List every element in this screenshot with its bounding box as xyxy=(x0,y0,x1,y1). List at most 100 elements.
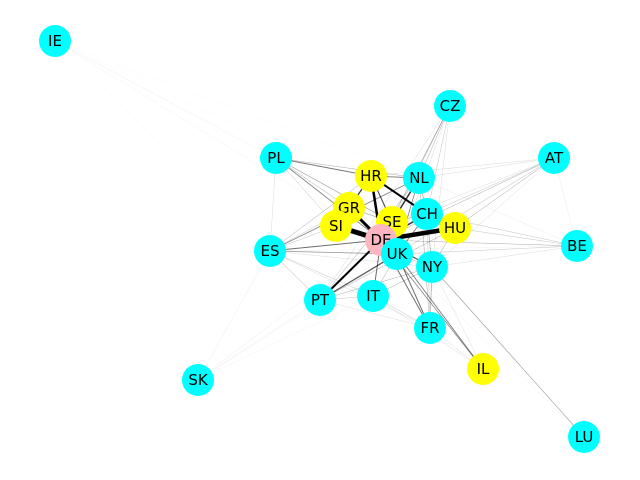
edge-at-ny xyxy=(431,157,555,268)
node-pl: PL xyxy=(260,142,292,174)
node-circle-ie xyxy=(39,25,71,57)
edge-pl-se xyxy=(275,157,393,223)
node-label-cz: CZ xyxy=(440,97,461,115)
node-circle-cz xyxy=(434,90,466,122)
node-sk: SK xyxy=(182,364,214,396)
edge-lu-uk xyxy=(396,253,585,438)
node-cz: CZ xyxy=(434,90,466,122)
node-circle-fr xyxy=(414,312,446,344)
node-ie: IE xyxy=(39,25,71,57)
node-label-sk: SK xyxy=(188,371,209,389)
node-circle-ch xyxy=(411,198,443,230)
edge-sk-it xyxy=(197,295,374,381)
node-be: BE xyxy=(561,230,593,262)
node-label-lu: LU xyxy=(575,428,594,446)
edge-nl-pl xyxy=(275,157,420,179)
edge-ie-nl xyxy=(54,40,420,179)
node-circle-nl xyxy=(403,162,435,194)
node-circle-hr xyxy=(355,160,387,192)
edge-be-nl xyxy=(418,177,578,247)
node-label-it: IT xyxy=(366,287,380,305)
node-label-pt: PT xyxy=(311,291,330,309)
node-label-ie: IE xyxy=(48,32,62,50)
edge-es-ie xyxy=(54,40,271,252)
node-pt: PT xyxy=(304,284,336,316)
edge-pl-ie xyxy=(54,40,277,159)
edge-nl-at xyxy=(418,157,555,179)
edge-de-be xyxy=(380,239,578,247)
edge-hu-at xyxy=(454,157,555,229)
node-es: ES xyxy=(254,235,286,267)
node-at: AT xyxy=(538,142,570,174)
node-fr: FR xyxy=(414,312,446,344)
node-label-pl: PL xyxy=(267,149,285,167)
node-label-be: BE xyxy=(567,237,587,255)
edge-il-ny xyxy=(431,266,484,370)
edge-at-pt xyxy=(319,157,555,301)
node-circle-si xyxy=(320,210,352,242)
edge-ch-at xyxy=(426,157,555,215)
edge-ie-se xyxy=(54,40,393,223)
edge-cz-ch xyxy=(426,105,451,215)
edge-es-sk xyxy=(197,250,271,381)
node-circle-hu xyxy=(439,212,471,244)
graph-edges xyxy=(54,40,585,438)
node-label-uk: UK xyxy=(387,245,409,263)
edge-cz-pt xyxy=(319,105,451,301)
node-circle-ny xyxy=(416,251,448,283)
edge-cz-ny xyxy=(431,105,451,268)
node-it: IT xyxy=(357,280,389,312)
node-label-ch: CH xyxy=(416,205,438,223)
edge-sk-si xyxy=(197,225,337,381)
node-label-at: AT xyxy=(545,149,564,167)
edge-es-fr xyxy=(269,250,431,329)
edge-de-es xyxy=(269,239,382,252)
node-si: SI xyxy=(320,210,352,242)
edge-ny-lu xyxy=(431,266,585,438)
edge-be-es xyxy=(269,245,578,252)
node-label-nl: NL xyxy=(409,169,429,187)
edge-hr-es xyxy=(269,175,372,252)
edge-ny-be xyxy=(431,245,578,268)
edge-at-uk xyxy=(396,157,555,255)
node-label-il: IL xyxy=(477,360,490,378)
edge-lu-fr xyxy=(429,327,585,438)
node-circle-es xyxy=(254,235,286,267)
node-label-es: ES xyxy=(261,242,280,260)
edge-de-pl xyxy=(275,157,382,241)
edge-hr-at xyxy=(370,157,555,177)
edge-de-at xyxy=(380,157,555,241)
node-label-fr: FR xyxy=(420,319,439,337)
edge-pt-fr xyxy=(319,299,431,329)
edge-uk-il xyxy=(396,253,484,370)
edge-sk-uk xyxy=(197,253,398,381)
edge-es-it xyxy=(269,250,374,297)
node-circle-at xyxy=(538,142,570,174)
edge-de-ie xyxy=(54,40,382,241)
node-nl: NL xyxy=(403,162,435,194)
edge-hu-be xyxy=(454,227,578,247)
node-circle-lu xyxy=(568,421,600,453)
node-label-ny: NY xyxy=(422,258,443,276)
node-circle-il xyxy=(467,353,499,385)
node-circle-pl xyxy=(260,142,292,174)
node-il: IL xyxy=(467,353,499,385)
edge-hr-pl xyxy=(275,157,372,177)
node-circle-sk xyxy=(182,364,214,396)
node-ny: NY xyxy=(416,251,448,283)
node-hu: HU xyxy=(439,212,471,244)
edge-de-sk xyxy=(197,239,382,381)
node-hr: HR xyxy=(355,160,387,192)
node-label-si: SI xyxy=(329,217,343,235)
node-circle-uk xyxy=(381,238,413,270)
node-uk: UK xyxy=(381,238,413,270)
node-label-hu: HU xyxy=(444,219,466,237)
node-ch: CH xyxy=(411,198,443,230)
node-circle-pt xyxy=(304,284,336,316)
node-lu: LU xyxy=(568,421,600,453)
node-circle-it xyxy=(357,280,389,312)
edge-pt-sk xyxy=(197,299,321,381)
node-label-hr: HR xyxy=(360,167,382,185)
